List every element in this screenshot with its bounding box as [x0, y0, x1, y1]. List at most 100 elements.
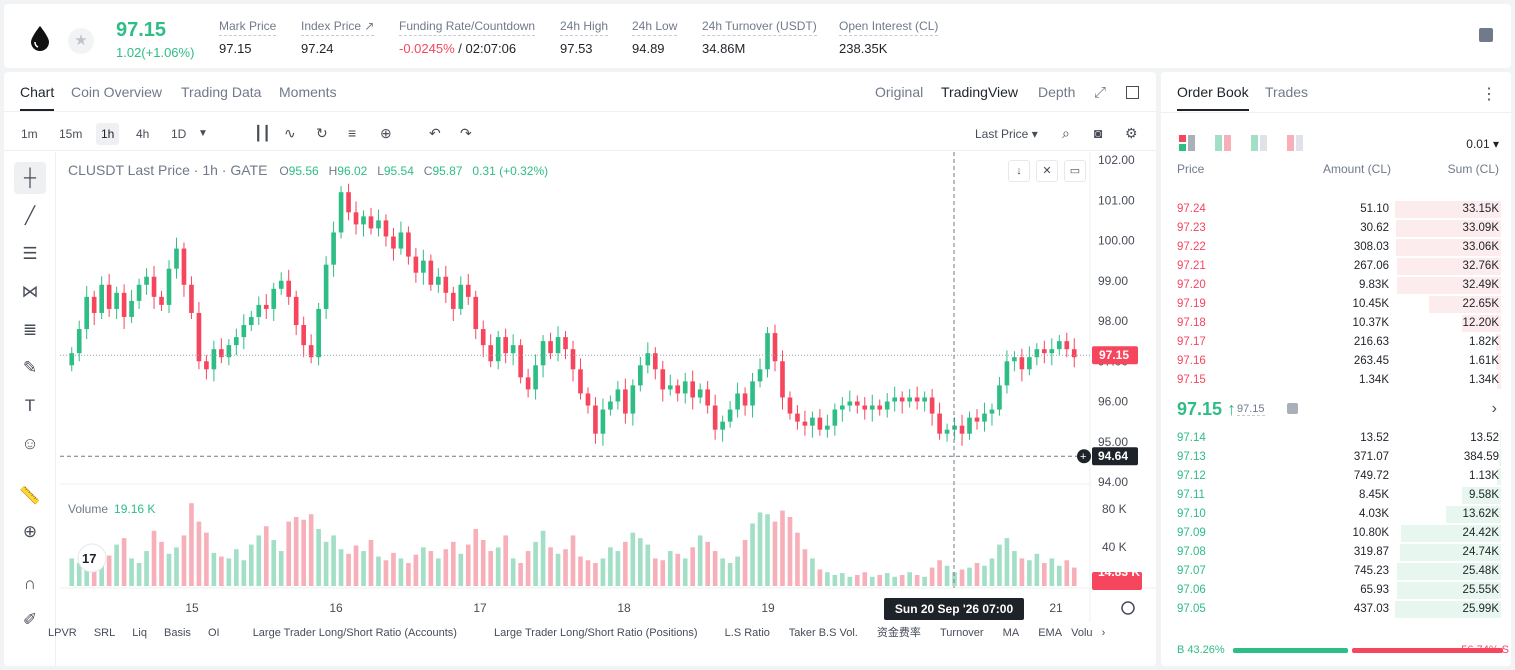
bid-row[interactable]: 97.07 745.23 25.48K [1161, 562, 1511, 581]
view-asks-icon[interactable] [1287, 135, 1303, 151]
stat-index-price[interactable]: Index Price ↗ 97.24 [301, 19, 375, 56]
indicator-taker-vol[interactable]: Taker B.S Vol. [788, 627, 858, 639]
indicator-lpvr[interactable]: LPVR [48, 627, 77, 639]
indicator-turnover[interactable]: Turnover [939, 627, 984, 639]
tab-coin-overview[interactable]: Coin Overview [71, 84, 163, 100]
tab-order-book[interactable]: Order Book [1177, 84, 1249, 111]
price-type-select[interactable]: Last Price ▾ [975, 127, 1038, 141]
timeframe-1m[interactable]: 1m [21, 127, 38, 141]
chevron-right-icon[interactable]: › [1491, 400, 1497, 417]
indicator-volume[interactable]: Volu [1071, 627, 1093, 639]
ruler-icon[interactable]: 📏 [19, 486, 41, 505]
crosshair-icon[interactable]: ┼ [14, 162, 46, 194]
maximize-icon[interactable]: ▭ [1064, 160, 1086, 182]
indicator-ltls-positions[interactable]: Large Trader Long/Short Ratio (Positions… [493, 627, 698, 639]
replay-icon[interactable]: ↻ [316, 125, 328, 141]
pencil-lock-icon[interactable]: ✐ [22, 610, 38, 629]
search-icon[interactable]: ⌕ [1062, 125, 1070, 141]
ask-row[interactable]: 97.21 267.06 32.76K [1161, 257, 1511, 276]
bid-row[interactable]: 97.06 65.93 25.55K [1161, 581, 1511, 600]
candle [682, 381, 688, 394]
settings-gear-icon[interactable]: ⚙ [1125, 125, 1138, 141]
bid-depth-bar [1401, 525, 1501, 542]
view-split-icon[interactable] [1215, 135, 1231, 151]
tab-moments[interactable]: Moments [279, 84, 337, 100]
ask-row[interactable]: 97.19 10.45K 22.65K [1161, 295, 1511, 314]
chevron-right-icon[interactable]: › [1101, 627, 1106, 639]
scroll-down-icon[interactable]: ↓ [1008, 160, 1030, 182]
bid-row[interactable]: 97.11 8.45K 9.58K [1161, 486, 1511, 505]
ask-row[interactable]: 97.16 263.45 1.61K [1161, 352, 1511, 371]
undo-icon[interactable]: ↶ [429, 125, 441, 141]
bid-row[interactable]: 97.08 319.87 24.74K [1161, 543, 1511, 562]
ask-row[interactable]: 97.23 30.62 33.09K [1161, 219, 1511, 238]
ask-row[interactable]: 97.17 216.63 1.82K [1161, 333, 1511, 352]
view-both-icon[interactable] [1179, 135, 1195, 151]
window-icon[interactable] [1126, 86, 1139, 99]
indicator-ma[interactable]: MA [1002, 627, 1020, 639]
ask-sum: 32.76K [1462, 260, 1499, 272]
view-depth[interactable]: Depth [1038, 84, 1076, 100]
candle [877, 405, 883, 410]
candle [1012, 357, 1017, 362]
horizontal-lines-icon[interactable]: ☰ [22, 244, 38, 263]
fib-icon[interactable]: ≣ [22, 320, 38, 339]
candle [219, 349, 224, 358]
guide-book-icon[interactable] [1479, 28, 1493, 42]
timeframe-dropdown-icon[interactable]: ▼ [198, 128, 208, 139]
timeframe-1h[interactable]: 1h [96, 123, 120, 145]
candle-type-icon[interactable]: ┃┃ [254, 125, 271, 141]
indicator-ls-ratio[interactable]: L.S Ratio [724, 627, 770, 639]
view-tradingview[interactable]: TradingView [941, 84, 1019, 100]
price-chart[interactable]: 102.00101.00100.0099.0098.0097.0096.0095… [60, 152, 1156, 622]
bid-row[interactable]: 97.05 437.03 25.99K [1161, 600, 1511, 619]
timeframe-4h[interactable]: 4h [136, 127, 150, 141]
favorite-star-icon[interactable]: ★ [68, 28, 94, 54]
trend-line-icon[interactable]: ╱ [24, 206, 36, 225]
bid-row[interactable]: 97.09 10.80K 24.42K [1161, 524, 1511, 543]
fullscreen-icon[interactable]: ⤢ [1094, 84, 1107, 101]
brush-icon[interactable]: ✎ [22, 358, 38, 377]
add-alert-icon[interactable]: ⊕ [380, 125, 392, 141]
indicator-ltls-accounts[interactable]: Large Trader Long/Short Ratio (Accounts) [252, 627, 457, 639]
bid-row[interactable]: 97.12 749.72 1.13K [1161, 467, 1511, 486]
candle [750, 381, 755, 406]
indicator-liq[interactable]: Liq [132, 627, 147, 639]
tab-trades[interactable]: Trades [1265, 84, 1309, 100]
bid-row[interactable]: 97.13 371.07 384.59 [1161, 448, 1511, 467]
redo-icon[interactable]: ↷ [460, 125, 472, 141]
zoom-in-icon[interactable]: ⊕ [22, 522, 38, 541]
magnet-icon[interactable]: ∩ [23, 574, 37, 593]
ask-row[interactable]: 97.18 10.37K 12.20K [1161, 314, 1511, 333]
precision-select[interactable]: 0.01 ▾ [1466, 137, 1499, 151]
ask-row[interactable]: 97.24 51.10 33.15K [1161, 200, 1511, 219]
candle [787, 397, 793, 414]
candle [1042, 349, 1047, 354]
volume-bar [540, 530, 546, 586]
indicators-icon[interactable]: ∿ [284, 125, 296, 141]
camera-icon[interactable]: ◙ [1094, 125, 1103, 141]
tab-chart[interactable]: Chart [20, 84, 55, 111]
ask-row[interactable]: 97.20 9.83K 32.49K [1161, 276, 1511, 295]
indicator-ema[interactable]: EMA [1038, 627, 1063, 639]
templates-icon[interactable]: ≡ [348, 125, 357, 141]
emoji-icon[interactable]: ☺ [21, 434, 39, 453]
ask-row[interactable]: 97.22 308.03 33.06K [1161, 238, 1511, 257]
indicator-srl[interactable]: SRL [93, 627, 116, 639]
bid-row[interactable]: 97.10 4.03K 13.62K [1161, 505, 1511, 524]
view-original[interactable]: Original [875, 84, 924, 100]
tab-trading-data[interactable]: Trading Data [181, 84, 262, 100]
indicator-funding-rate[interactable]: 资金费率 [876, 627, 921, 639]
view-bids-icon[interactable] [1251, 135, 1267, 151]
timeframe-1d[interactable]: 1D [171, 127, 187, 141]
more-options-icon[interactable]: ⋮ [1481, 86, 1497, 103]
ask-row[interactable]: 97.15 1.34K 1.34K [1161, 371, 1511, 390]
indicator-basis[interactable]: Basis [164, 627, 191, 639]
candle [720, 421, 725, 430]
bid-row[interactable]: 97.14 13.52 13.52 [1161, 429, 1511, 448]
pattern-icon[interactable]: ⋈ [21, 282, 39, 301]
collapse-icon[interactable]: ✕ [1036, 160, 1058, 182]
text-tool-icon[interactable]: T [24, 396, 36, 415]
timeframe-15m[interactable]: 15m [59, 127, 83, 141]
indicator-oi[interactable]: OI [208, 627, 220, 639]
